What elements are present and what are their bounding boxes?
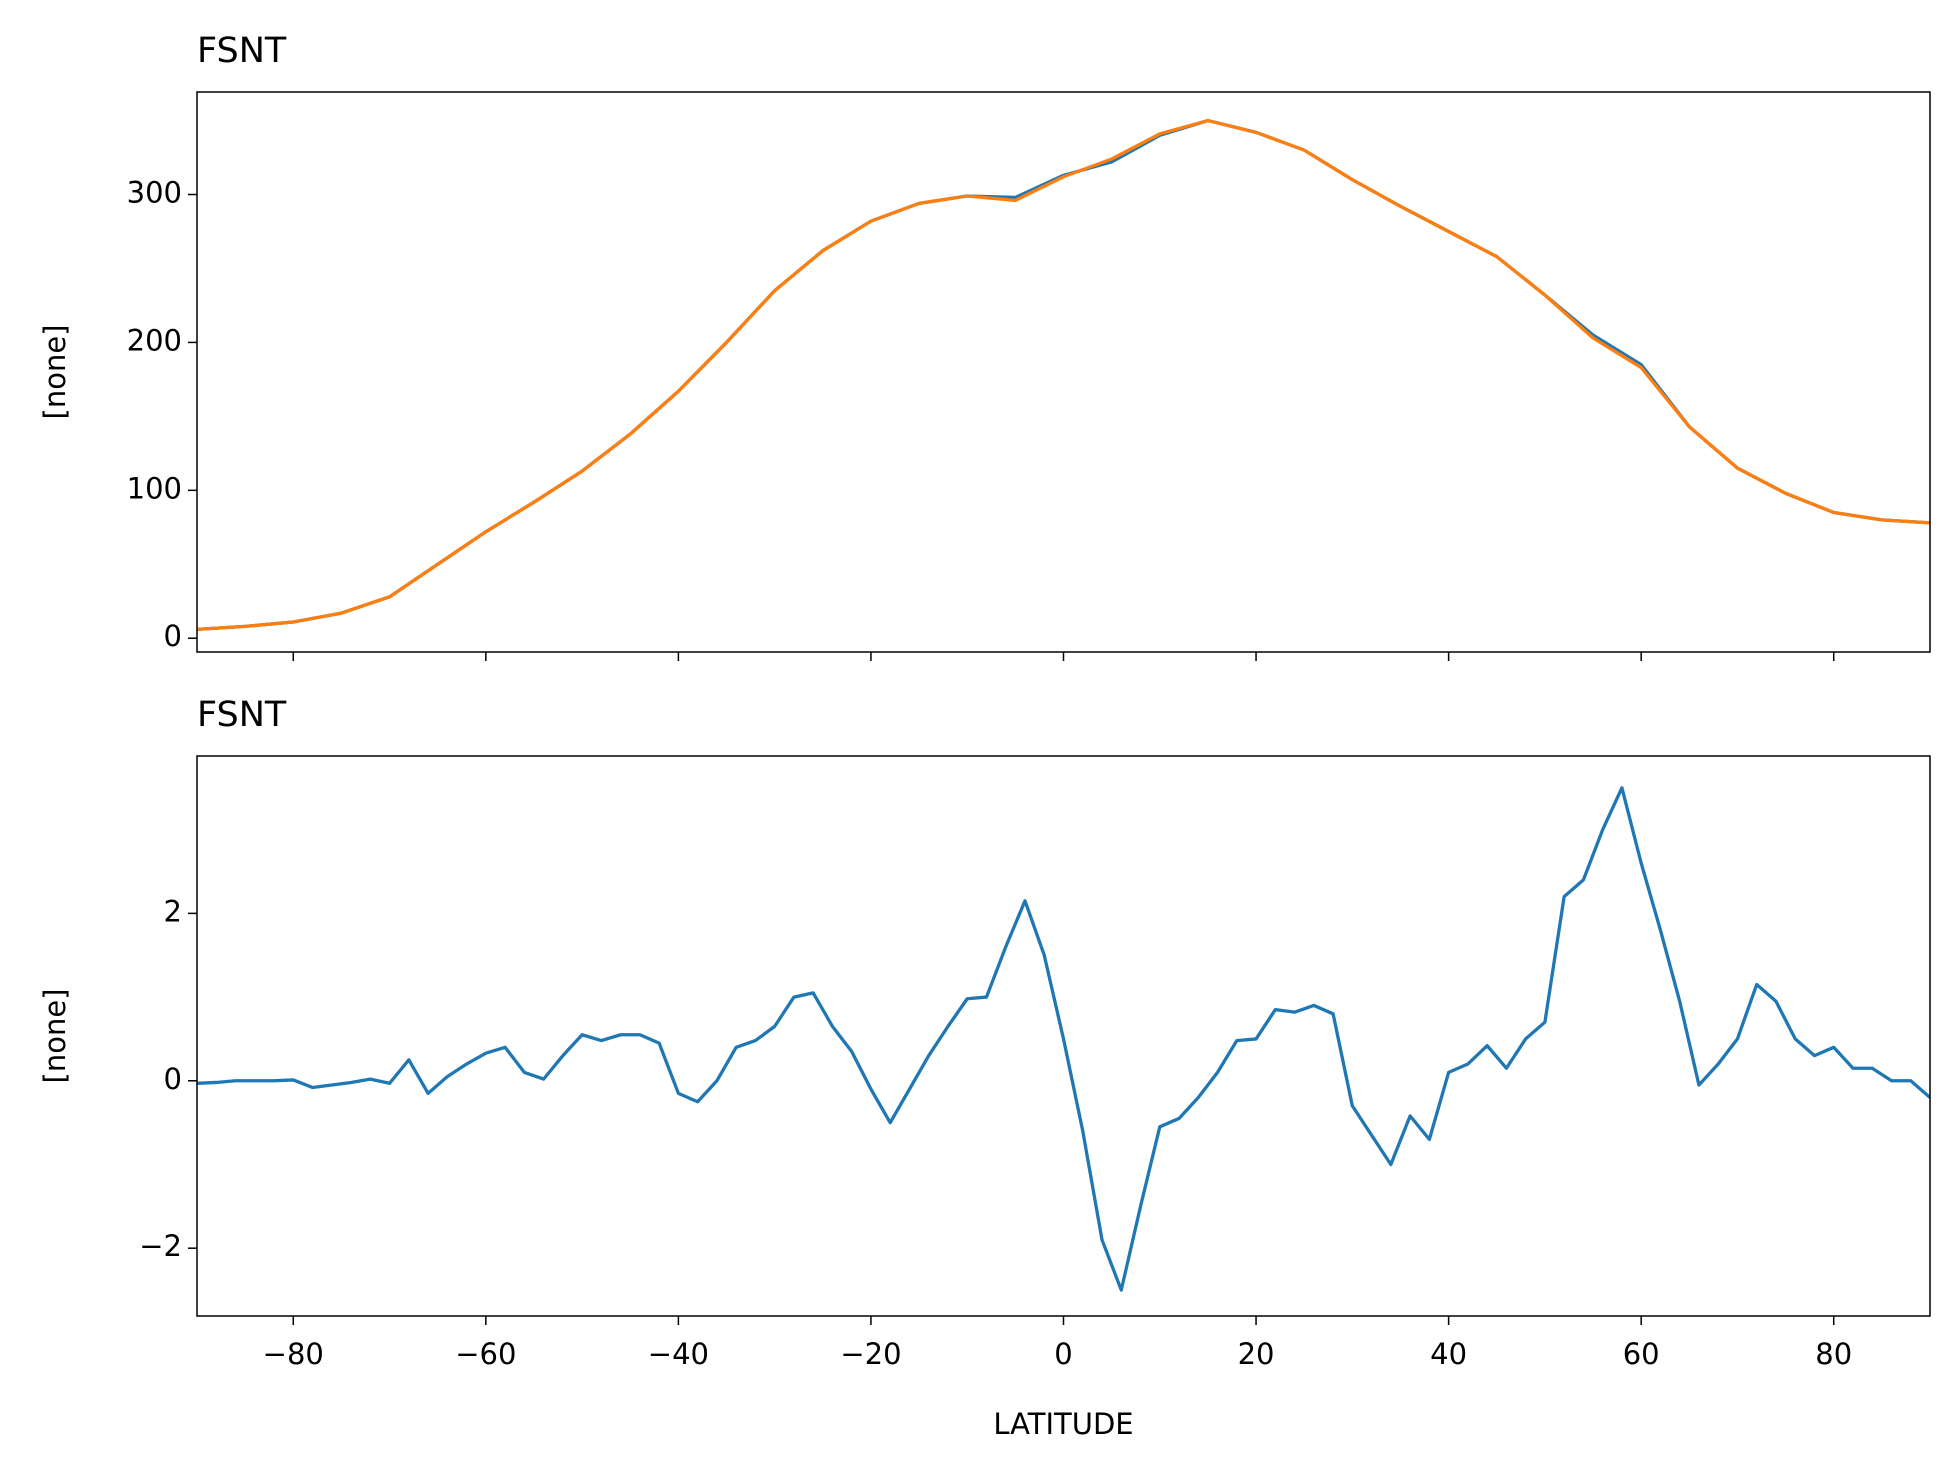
- x-tick-label: −60: [455, 1337, 516, 1371]
- chart-title: FSNT: [197, 695, 287, 735]
- x-tick-label: −80: [263, 1337, 324, 1371]
- series-line: [197, 118, 1930, 632]
- plot-frame: [196, 91, 1931, 653]
- x-tick-label: −40: [648, 1337, 709, 1371]
- x-tick-label: −20: [840, 1337, 901, 1371]
- series-line: [197, 786, 1930, 1292]
- x-tick-label: 0: [1054, 1337, 1072, 1371]
- y-axis-label: [none]: [38, 989, 72, 1084]
- y-tick-label: 100: [127, 471, 182, 505]
- y-tick-label: 200: [127, 323, 182, 357]
- chart-title: FSNT: [197, 31, 287, 71]
- y-tick-label: −2: [139, 1229, 182, 1263]
- x-tick-label: 20: [1238, 1337, 1275, 1371]
- y-tick-label: 0: [164, 1062, 182, 1096]
- y-tick-label: 0: [164, 619, 182, 653]
- y-tick-label: 300: [127, 176, 182, 210]
- y-tick-label: 2: [164, 894, 182, 928]
- y-axis-label: [none]: [38, 325, 72, 420]
- plot-frame: [196, 755, 1931, 1317]
- x-axis-label: LATITUDE: [993, 1407, 1133, 1441]
- x-tick-label: 60: [1623, 1337, 1660, 1371]
- x-tick-label: 80: [1815, 1337, 1852, 1371]
- x-tick-label: 40: [1430, 1337, 1467, 1371]
